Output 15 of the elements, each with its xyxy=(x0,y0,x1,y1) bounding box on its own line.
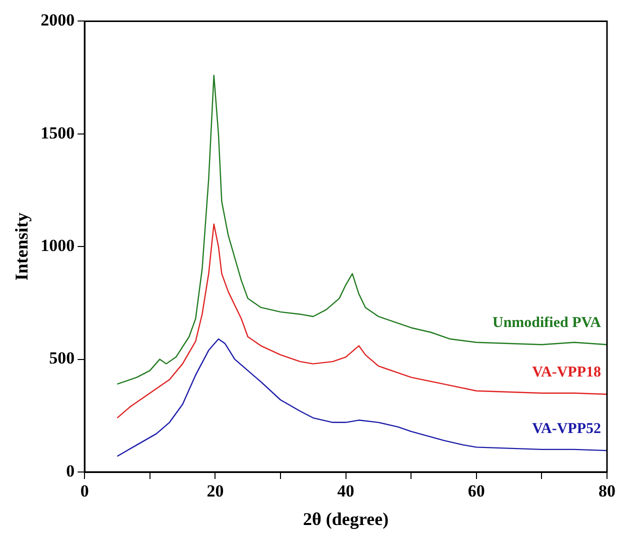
y-tick-label: 1500 xyxy=(40,123,75,142)
x-tick-label: 80 xyxy=(598,482,616,501)
y-tick-label: 1000 xyxy=(40,236,75,255)
x-tick-label: 40 xyxy=(337,482,354,501)
x-tick-label: 20 xyxy=(206,482,224,501)
series-label: Unmodified PVA xyxy=(492,315,602,332)
y-tick-label: 2000 xyxy=(40,10,75,30)
y-axis-title: Intensity xyxy=(11,212,32,281)
x-tick-label: 60 xyxy=(468,482,485,501)
y-tick-label: 0 xyxy=(66,461,75,480)
x-axis-title: 2θ (degree) xyxy=(303,508,389,529)
series-label: VA-VPP18 xyxy=(532,364,601,381)
x-tick-label: 0 xyxy=(80,482,89,501)
series-label: VA-VPP52 xyxy=(532,420,601,437)
y-tick-label: 500 xyxy=(49,348,75,368)
